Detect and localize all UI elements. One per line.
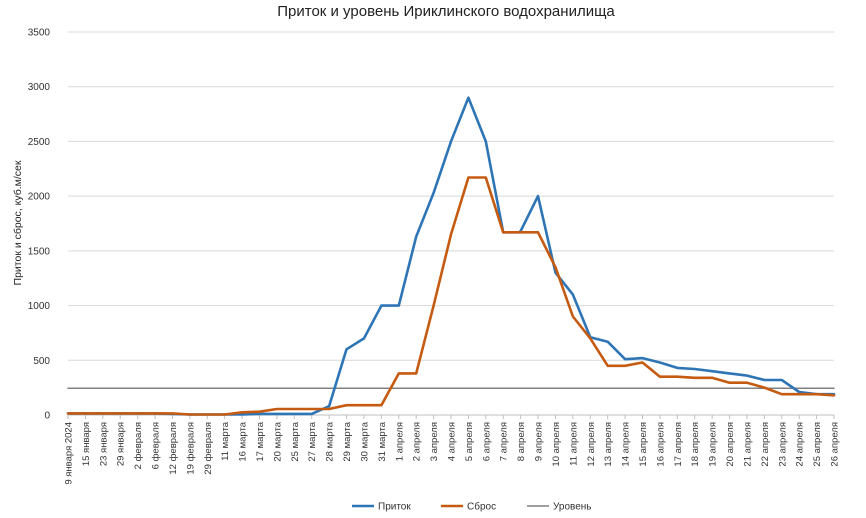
x-tick-label: 26 апреля — [830, 422, 841, 467]
x-tick-label: 12 апреля — [586, 422, 597, 467]
x-tick-label: 29 февраля — [203, 422, 214, 475]
x-tick-label: 11 апреля — [568, 422, 579, 466]
x-tick-label: 16 марта — [238, 421, 249, 461]
series-lines — [66, 96, 836, 416]
x-tick-label: 15 января — [81, 422, 92, 466]
y-tick-label: 2500 — [28, 137, 51, 148]
x-tick-label: 12 февраля — [168, 422, 179, 475]
x-tick-label: 4 апреля — [447, 422, 458, 461]
x-tick-label: 17 марта — [255, 421, 266, 461]
x-tick-labels: 9 января 2024 15 января 23 января 29 января… — [64, 415, 841, 485]
x-tick-label: 23 января — [98, 422, 109, 466]
x-tick-label: 20 апреля — [725, 422, 736, 467]
y-tick-label: 3000 — [28, 82, 51, 93]
x-tick-label: 23 апреля — [777, 422, 788, 467]
x-tick-label: 17 апреля — [673, 422, 684, 467]
gridlines — [68, 31, 834, 416]
x-tick-label: 2 апреля — [412, 422, 423, 461]
y-tick-label: 0 — [44, 411, 50, 422]
series-line-1 — [66, 176, 836, 416]
x-tick-label: 24 апреля — [795, 422, 806, 467]
chart-title: Приток и уровень Ириклинского водохранил… — [277, 3, 615, 20]
series-line-0 — [66, 96, 836, 416]
legend-label-1: Сброс — [467, 501, 496, 513]
x-tick-label: 29 марта — [342, 421, 353, 461]
x-tick-label: 25 марта — [290, 421, 301, 461]
x-tick-label: 1 апреля — [394, 422, 405, 461]
x-tick-label: 31 марта — [377, 421, 388, 461]
x-tick-label: 20 марта — [272, 421, 283, 461]
y-tick-labels: 0 500 1000 1500 2000 2500 3000 3500 — [28, 28, 51, 422]
x-tick-label: 21 апреля — [742, 422, 753, 467]
x-tick-label: 8 апреля — [516, 422, 527, 461]
legend-label-2: Уровень — [553, 502, 592, 513]
x-tick-label: 14 апреля — [621, 422, 632, 467]
x-tick-label: 5 апреля — [464, 422, 475, 461]
x-tick-label: 2 февраля — [133, 422, 144, 469]
x-tick-label: 28 марта — [325, 421, 336, 461]
legend: Приток Сброс Уровень — [352, 501, 592, 513]
x-tick-label: 19 апреля — [708, 422, 719, 467]
x-tick-label: 18 апреля — [690, 422, 701, 467]
x-tick-label: 6 апреля — [481, 422, 492, 461]
x-tick-label: 30 марта — [359, 421, 370, 461]
x-tick-label: 7 апреля — [499, 422, 510, 461]
x-tick-label: 9 января 2024 — [64, 422, 75, 485]
x-tick-label: 19 февраля — [185, 422, 196, 475]
x-tick-label: 27 марта — [307, 421, 318, 461]
x-tick-label: 22 апреля — [760, 422, 771, 467]
x-tick-label: 11 марта — [220, 421, 231, 461]
x-tick-label: 15 апреля — [638, 422, 649, 467]
x-tick-label: 10 апреля — [551, 422, 562, 467]
x-tick-label: 9 апреля — [534, 422, 545, 461]
x-tick-label: 3 апреля — [429, 422, 440, 461]
x-tick-label: 6 февраля — [151, 422, 162, 469]
y-tick-label: 3500 — [28, 28, 51, 39]
legend-label-0: Приток — [378, 502, 411, 513]
x-tick-label: 29 января — [116, 422, 127, 466]
y-tick-label: 2000 — [28, 192, 51, 203]
y-tick-label: 1000 — [28, 301, 51, 312]
y-tick-label: 1500 — [28, 246, 51, 257]
x-tick-label: 25 апреля — [812, 422, 823, 467]
x-tick-label: 13 апреля — [603, 422, 614, 467]
y-axis-label: Приток и сброс, куб.м/сек — [12, 160, 24, 285]
y-tick-label: 500 — [33, 356, 50, 367]
x-tick-label: 16 апреля — [655, 422, 666, 467]
